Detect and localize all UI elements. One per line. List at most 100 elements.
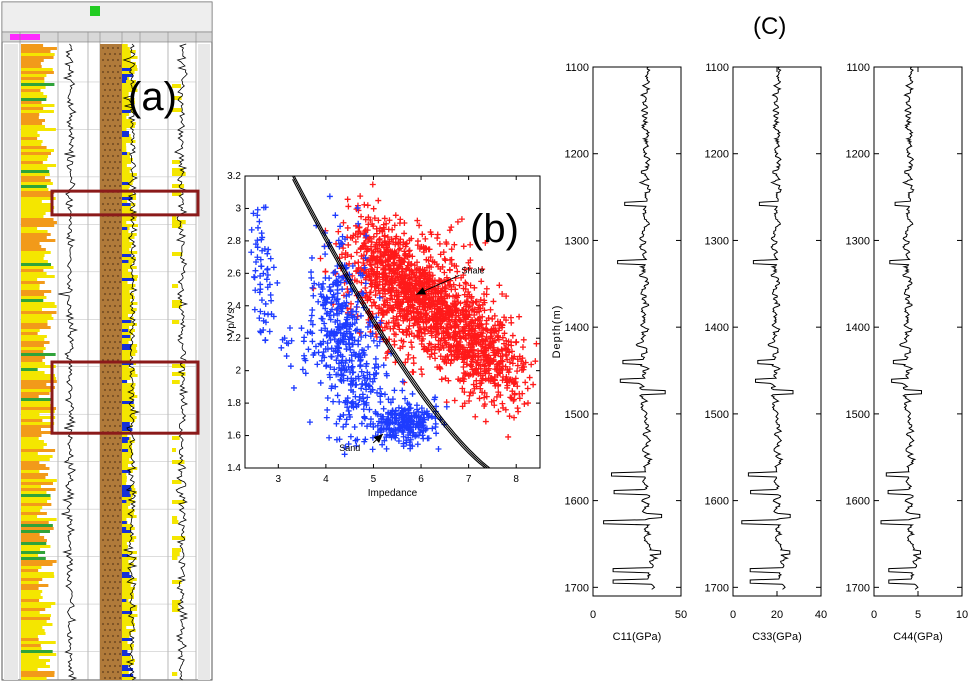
scatter-point (399, 378, 406, 385)
scatter-point (258, 297, 265, 304)
scatter-point (370, 371, 377, 378)
yellow-fill (122, 578, 137, 581)
scatter-point (379, 242, 386, 249)
lithology-band (21, 575, 55, 578)
lithology-band (21, 47, 57, 50)
brown-dot (119, 449, 121, 451)
scatter-point (369, 266, 376, 273)
scatter-point (355, 228, 362, 235)
scatter-point (385, 396, 392, 403)
scatter-point (467, 318, 474, 325)
lithology-band (21, 140, 43, 143)
brown-dot (107, 383, 109, 385)
yellow-fill (122, 413, 135, 416)
scatter-point (495, 383, 502, 390)
yellow-fill (122, 323, 137, 326)
yellow-fill (122, 623, 135, 626)
brown-dot (112, 515, 114, 517)
scatter-point (440, 330, 447, 337)
yellow-fill (122, 305, 131, 308)
scatter-point (410, 409, 417, 416)
brown-dot (107, 611, 109, 613)
brown-dot (109, 101, 111, 103)
scatter-point (332, 212, 339, 219)
brown-dot (114, 305, 116, 307)
brown-dot (102, 623, 104, 625)
brown-dot (107, 647, 109, 649)
brown-dot (112, 659, 114, 661)
scatter-point (421, 303, 428, 310)
scatter-point (495, 327, 502, 334)
brown-dot (107, 491, 109, 493)
lithology-band (21, 110, 54, 113)
scatter-point (455, 323, 462, 330)
brown-dot (117, 95, 119, 97)
lithology-band (21, 353, 56, 356)
lithology-band (21, 410, 55, 413)
brown-dot (114, 221, 116, 223)
scatter-point (426, 317, 433, 324)
scatter-point (348, 365, 355, 372)
scatter-point (254, 212, 261, 219)
scatter-point (363, 234, 370, 241)
scatter-point (369, 446, 376, 453)
scatter-point (405, 351, 412, 358)
scatter-point (469, 325, 476, 332)
yellow-fill-right (172, 96, 182, 100)
scatter-point (464, 298, 471, 305)
scatter-point (417, 429, 424, 436)
scatter-point (392, 269, 399, 276)
yellow-fill (122, 119, 133, 122)
lithology-band (21, 443, 47, 446)
brown-dot (104, 569, 106, 571)
brown-dot (114, 569, 116, 571)
yellow-fill-right (172, 608, 180, 612)
scatter-point (435, 446, 442, 453)
brown-dot (102, 371, 104, 373)
scatter-point (415, 327, 422, 334)
scatter-point (453, 347, 460, 354)
scatter-point (524, 385, 531, 392)
brown-dot (119, 401, 121, 403)
lithology-band (21, 566, 42, 569)
scatter-point (386, 281, 393, 288)
brown-dot (104, 173, 106, 175)
scatter-point (429, 272, 436, 279)
scatter-point (336, 243, 343, 250)
scatter-point (408, 274, 415, 281)
yellow-fill (122, 95, 129, 98)
scatter-point (400, 412, 407, 419)
log-header (1, 1, 213, 33)
scatter-point (337, 376, 344, 383)
scatter-point (334, 317, 341, 324)
scatter-point (442, 315, 449, 322)
scatter-point (392, 419, 399, 426)
scatter-point (406, 323, 413, 330)
yellow-fill-right (172, 600, 181, 604)
scatter-point (376, 278, 383, 285)
scatter-point (407, 283, 414, 290)
yellow-fill (122, 122, 136, 125)
scatter-point (458, 334, 465, 341)
brown-dot (117, 323, 119, 325)
scatter-point (368, 302, 375, 309)
blue-fill (122, 437, 130, 440)
brown-dot (109, 233, 111, 235)
scatter-point (388, 249, 395, 256)
scatter-point (502, 363, 509, 370)
scatter-point (371, 364, 378, 371)
yellow-fill (122, 71, 135, 74)
scatter-point (465, 304, 472, 311)
stiffness-curve (741, 66, 794, 590)
blue-fill (122, 77, 128, 80)
brown-dot (109, 461, 111, 463)
yellow-fill (122, 467, 138, 470)
lithology-band (21, 386, 55, 389)
yellow-fill (122, 86, 137, 89)
scatter-point (262, 300, 269, 307)
scatter-point (373, 230, 380, 237)
x-axis-label: C33(GPa) (752, 631, 802, 643)
yellow-fill (122, 419, 136, 422)
scatter-point (489, 315, 496, 322)
